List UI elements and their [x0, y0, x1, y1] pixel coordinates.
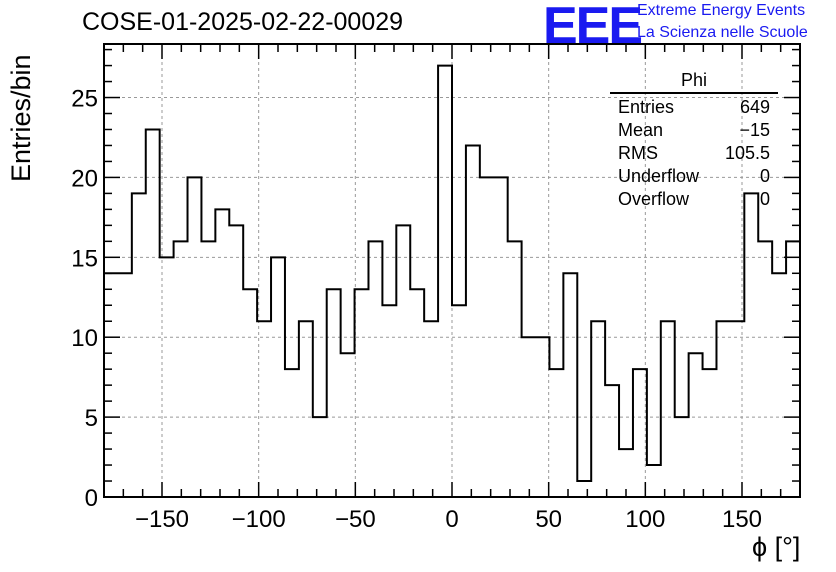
axis-ticks	[103, 44, 801, 498]
stats-label: Entries	[618, 97, 675, 117]
logo-line-2: La Scienza nelle Scuole	[637, 24, 808, 41]
chart-title: COSE-01-2025-02-22-00029	[82, 8, 404, 36]
logo-line-1: Extreme Energy Events	[637, 2, 806, 19]
stats-row-underflow: Underflow 0	[610, 166, 778, 189]
y-tick-label: 10	[71, 325, 98, 352]
stats-label: Overflow	[618, 189, 690, 209]
stats-row-rms: RMS 105.5	[610, 143, 778, 166]
histogram-series	[104, 64, 800, 483]
stats-row-mean: Mean −15	[610, 120, 778, 143]
x-tick-label: −50	[335, 506, 376, 533]
stats-title: Phi	[610, 70, 778, 94]
y-tick-label: 15	[71, 245, 98, 272]
tick-labels: −150 −100 −50 0 50 100 150 0 5 10 15 20 25	[71, 86, 762, 533]
stats-value: 0	[759, 166, 770, 186]
stats-value: 105.5	[724, 143, 770, 163]
eee-logo: EEE	[543, 0, 643, 55]
x-tick-label: −150	[135, 506, 189, 533]
x-tick-label: 0	[445, 506, 458, 533]
x-axis-label: ϕ [°]	[752, 532, 801, 562]
y-axis-label: Entries/bin	[6, 54, 36, 182]
x-tick-label: −100	[232, 506, 286, 533]
y-tick-label: 25	[71, 86, 98, 113]
y-tick-label: 0	[85, 485, 98, 512]
y-tick-label: 20	[71, 165, 98, 192]
stats-label: Underflow	[618, 166, 700, 186]
stats-value: −15	[739, 120, 770, 140]
stats-row-overflow: Overflow 0	[610, 189, 778, 212]
stats-box: Phi Entries 649 Mean −15 RMS 105.5 Under…	[610, 70, 778, 212]
stats-label: RMS	[618, 143, 658, 163]
stats-row-entries: Entries 649	[610, 97, 778, 120]
x-tick-label: 100	[625, 506, 665, 533]
stats-value: 0	[759, 189, 770, 209]
x-tick-label: 150	[722, 506, 762, 533]
y-tick-label: 5	[85, 405, 98, 432]
stats-value: 649	[739, 97, 770, 117]
stats-label: Mean	[618, 120, 664, 140]
x-tick-label: 50	[535, 506, 562, 533]
